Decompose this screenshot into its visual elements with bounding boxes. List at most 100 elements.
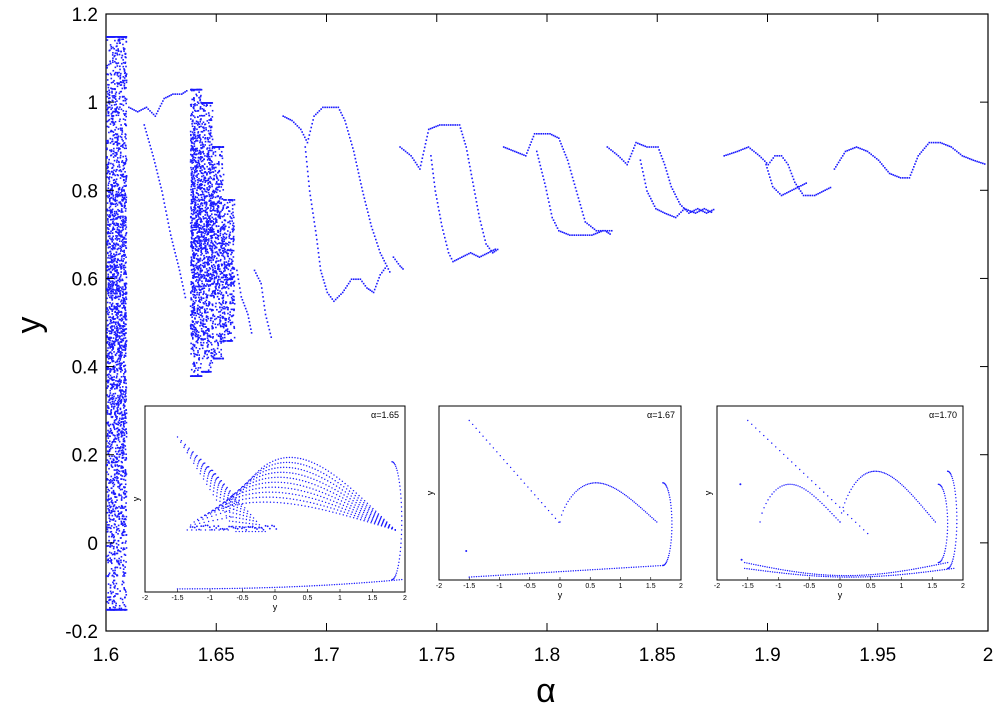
data-point [124,589,127,591]
data-point [199,231,202,233]
data-point [197,338,200,340]
data-point [123,70,126,72]
data-point [107,252,109,255]
data-point [120,320,123,322]
data-point [117,295,119,298]
data-point [117,49,119,52]
data-point [198,229,201,231]
data-point [119,357,122,360]
data-point [106,478,108,481]
data-point [118,263,121,266]
data-point [113,473,116,476]
data-point [113,492,116,494]
data-point [201,159,204,162]
data-point [204,176,206,179]
data-point [109,423,112,426]
data-point [232,224,234,227]
data-point [231,340,234,342]
data-point [216,186,218,189]
data-point [200,152,202,154]
data-point [110,238,112,241]
data-point [124,428,127,431]
data-point [106,287,108,290]
data-point [217,281,219,283]
data-point [114,434,116,437]
data-point [117,229,120,231]
data-point [198,227,200,229]
data-point [116,507,119,509]
data-point [223,333,226,336]
data-point [219,273,222,275]
data-point [125,73,128,75]
data-point [223,279,226,281]
data-point [115,210,118,213]
data-point [121,583,123,586]
data-point [201,288,203,290]
data-point [124,316,126,319]
data-point [120,483,123,485]
data-point [192,138,194,141]
data-point [190,118,192,120]
data-point [116,423,118,426]
data-point [217,195,220,198]
data-point [194,201,196,203]
data-point [229,263,232,265]
data-point [109,264,112,267]
data-point [192,333,194,335]
data-point [113,258,115,260]
data-point [210,102,213,104]
data-point [115,308,117,311]
data-point [111,185,114,187]
data-point [121,507,123,509]
data-point [114,331,117,333]
data-point [117,62,120,64]
data-point [122,326,125,328]
data-point [109,362,112,364]
data-point [232,249,235,252]
data-point [120,300,122,303]
data-point [194,196,197,199]
data-point [233,225,235,228]
data-point [117,194,120,196]
data-point [192,183,194,186]
data-point [200,88,203,91]
data-point [194,211,197,214]
data-point [217,214,220,216]
data-point [192,175,195,178]
data-point [107,219,109,221]
data-point [109,590,112,593]
data-point [233,308,235,311]
data-point [122,345,124,348]
data-point [108,191,110,194]
data-point [120,203,123,205]
data-point [106,165,109,168]
data-point [124,395,126,398]
data-point [120,607,123,610]
data-point [205,180,207,182]
data-point [193,362,196,365]
data-point [207,112,210,114]
data-point [209,176,212,178]
data-point [210,239,213,242]
data-point [125,457,128,460]
data-point [206,226,208,228]
data-point [211,219,213,222]
data-point [212,178,214,181]
data-point [201,280,203,283]
data-point [197,156,200,159]
data-point [120,423,122,426]
data-point [210,359,212,362]
data-point [118,530,121,532]
data-point [206,250,209,253]
data-point [213,349,216,352]
data-point [112,393,115,395]
data-point [107,494,110,496]
data-point [201,315,204,317]
data-point [108,482,110,484]
data-point [205,205,208,207]
data-point [205,230,208,232]
data-point [109,427,112,430]
data-point [121,338,124,341]
data-point [189,216,192,218]
data-point [216,210,218,212]
